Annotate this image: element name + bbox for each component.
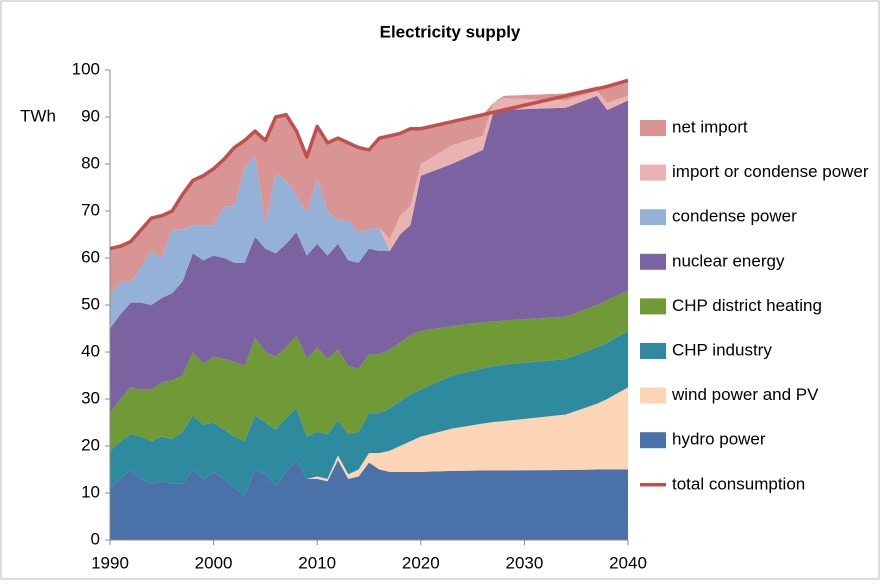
- x-tick-label: 2030: [505, 553, 543, 572]
- x-tick-label: 2000: [195, 553, 233, 572]
- legend-swatch: [640, 387, 666, 404]
- legend-label: total consumption: [672, 474, 805, 493]
- x-tick-label: 2040: [609, 553, 647, 572]
- y-tick-label: 60: [81, 247, 100, 266]
- y-axis-label: TWh: [20, 106, 56, 125]
- y-tick-label: 80: [81, 153, 100, 172]
- y-tick-label: 30: [81, 388, 100, 407]
- area: [110, 387, 628, 496]
- y-tick-label: 20: [81, 435, 100, 454]
- legend-swatch: [640, 209, 666, 226]
- legend-swatch: [640, 432, 666, 449]
- area: [110, 81, 628, 296]
- legend-label: CHP district heating: [672, 296, 822, 315]
- legend-swatch: [640, 298, 666, 315]
- legend-swatch: [640, 343, 666, 359]
- y-tick-label: 40: [81, 341, 100, 360]
- y-tick-label: 10: [81, 482, 100, 501]
- legend-label: nuclear energy: [672, 251, 785, 270]
- legend-label: CHP industry: [672, 340, 772, 359]
- legend-swatch: [640, 164, 666, 181]
- chart-title: Electricity supply: [380, 22, 521, 41]
- legend-label: net import: [672, 117, 748, 136]
- legend-swatch: [640, 120, 666, 136]
- legend-label: hydro power: [672, 430, 766, 449]
- area: [110, 290, 628, 451]
- y-tick-label: 0: [91, 529, 100, 548]
- y-tick-label: 90: [81, 106, 100, 125]
- y-tick-label: 100: [72, 59, 100, 78]
- x-tick-label: 1990: [91, 553, 129, 572]
- x-tick-label: 2010: [298, 553, 336, 572]
- x-tick-label: 2020: [402, 553, 440, 572]
- area: [110, 460, 628, 540]
- legend-label: wind power and PV: [671, 385, 819, 404]
- legend-label: condense power: [672, 207, 797, 226]
- area: [110, 95, 628, 414]
- total-line: [109, 78, 629, 251]
- y-tick-label: 50: [81, 294, 100, 313]
- legend-label: import or condense power: [672, 162, 869, 181]
- legend-swatch: [640, 253, 666, 270]
- y-tick-label: 70: [81, 200, 100, 219]
